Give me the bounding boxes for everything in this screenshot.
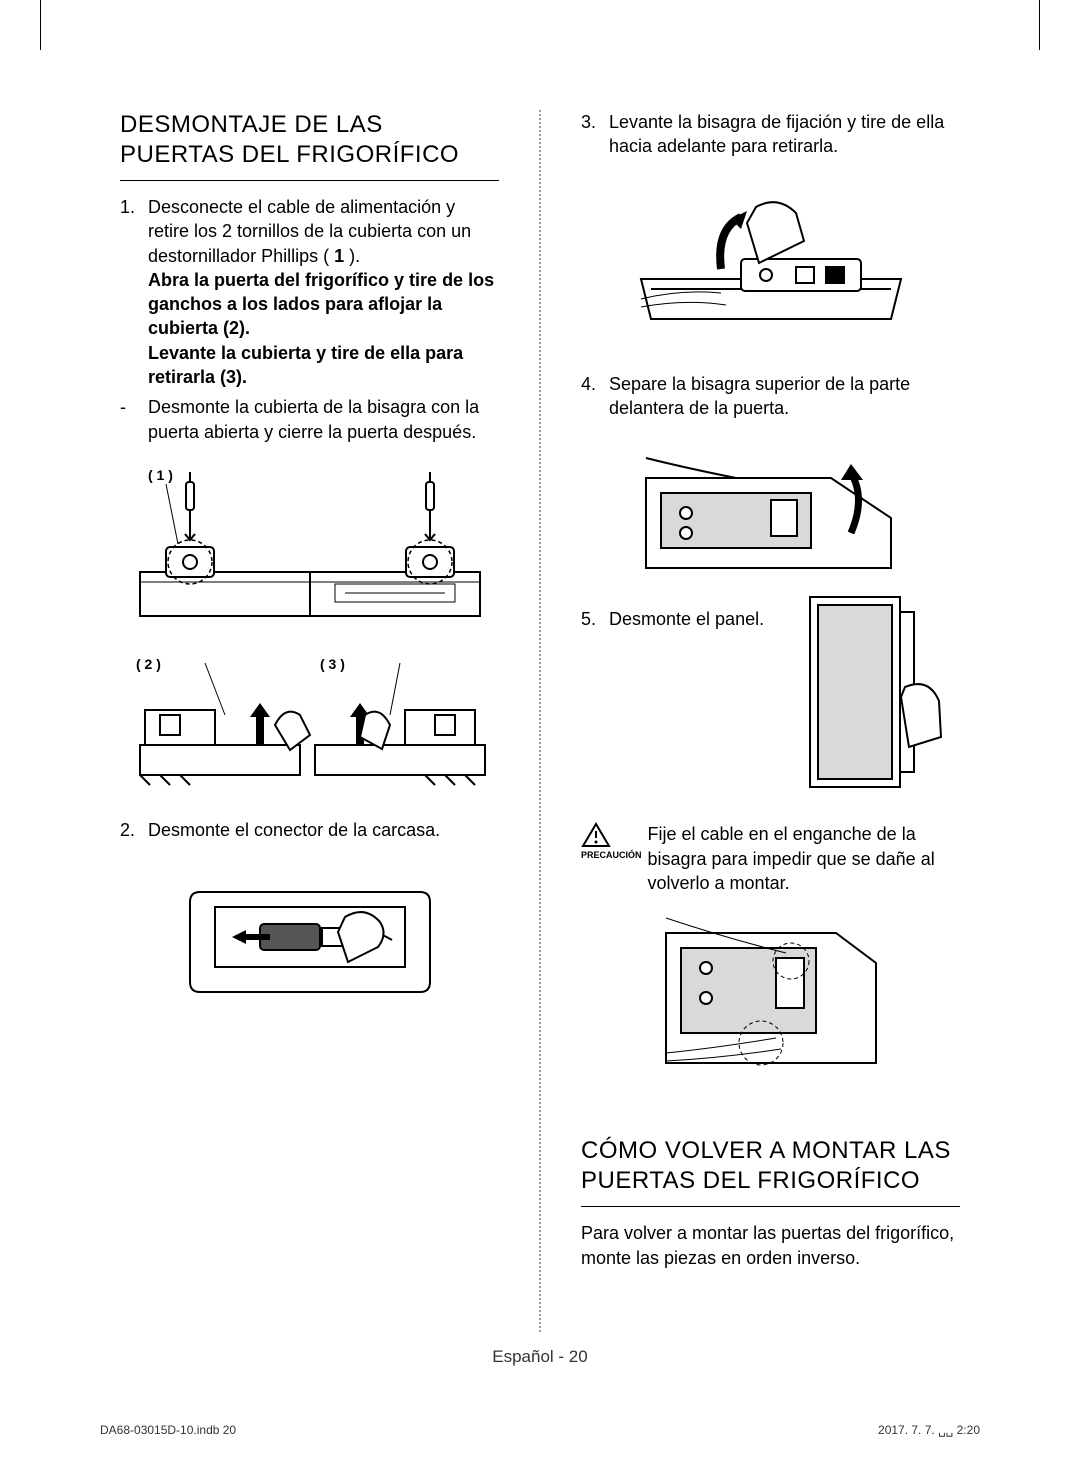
step-2-list: 2. Desmonte el conector de la carcasa.: [120, 818, 499, 842]
step-1-text-b: Abra la puerta del frigorífico y tire de…: [148, 270, 494, 339]
left-column: DESMONTAJE DE LAS PUERTAS DEL FRIGORÍFIC…: [120, 110, 499, 1332]
footer-right: 2017. 7. 7. ␣␣ 2:20: [878, 1423, 980, 1437]
step-1-text-a-end: ).: [344, 246, 360, 266]
step-3-text: Levante la bisagra de fijación y tire de…: [609, 112, 944, 156]
heading-rule: [120, 180, 499, 181]
figure-unclip-cover: ( 2 ) ( 3 ): [120, 655, 499, 800]
step-1-bold-1: 1: [334, 246, 344, 266]
heading-rule-right: [581, 1206, 960, 1207]
heading-left: DESMONTAJE DE LAS PUERTAS DEL FRIGORÍFIC…: [120, 110, 499, 170]
footer-center: Español - 20: [0, 1347, 1080, 1367]
step-1-dash: Desmonte la cubierta de la bisagra con l…: [120, 395, 499, 444]
step-1-text-a: Desconecte el cable de alimentación y re…: [148, 197, 471, 266]
step-2-text: Desmonte el conector de la carcasa.: [148, 820, 440, 840]
step-list-left: 1. Desconecte el cable de alimentación y…: [120, 195, 499, 389]
heading-right: CÓMO VOLVER A MONTAR LAS PUERTAS DEL FRI…: [581, 1136, 960, 1196]
step-1-text-c: Levante la cubierta y tire de ella para …: [148, 343, 463, 387]
step-num-3: 3.: [581, 110, 596, 134]
column-divider: [539, 110, 541, 1332]
right-column: 3. Levante la bisagra de fijación y tire…: [581, 110, 960, 1332]
caution-block: PRECAUCIÓN Fije el cable en el enganche …: [581, 822, 960, 895]
step-num-5: 5.: [581, 607, 596, 631]
figure-screws: ( 1 ): [120, 462, 499, 637]
crop-marks: [40, 0, 1040, 50]
caution-icon: PRECAUCIÓN: [581, 822, 642, 861]
figure-cable-hook: [581, 903, 960, 1088]
step-3: 3. Levante la bisagra de fijación y tire…: [581, 110, 960, 159]
step-num-2: 2.: [120, 818, 135, 842]
step-1: 1. Desconecte el cable de alimentación y…: [120, 195, 499, 389]
step-2: 2. Desmonte el conector de la carcasa.: [120, 818, 499, 842]
svg-text:( 2 ): ( 2 ): [136, 656, 161, 672]
step-4-list: 4. Separe la bisagra superior de la part…: [581, 372, 960, 421]
page-content: DESMONTAJE DE LAS PUERTAS DEL FRIGORÍFIC…: [120, 110, 960, 1332]
caution-label: PRECAUCIÓN: [581, 850, 642, 860]
footer-left: DA68-03015D-10.indb 20: [100, 1423, 236, 1437]
step-3-list: 3. Levante la bisagra de fijación y tire…: [581, 110, 960, 159]
reattach-text: Para volver a montar las puertas del fri…: [581, 1221, 960, 1270]
svg-text:( 1 ): ( 1 ): [148, 467, 173, 483]
caution-text: Fije el cable en el enganche de la bisag…: [648, 822, 960, 895]
step-5-list: 5. Desmonte el panel.: [581, 607, 960, 631]
step-5: 5. Desmonte el panel.: [581, 607, 960, 631]
figure-connector: [120, 872, 499, 1027]
figure-hinge-lift: [581, 189, 960, 344]
step-4-text: Separe la bisagra superior de la parte d…: [609, 374, 910, 418]
step-4: 4. Separe la bisagra superior de la part…: [581, 372, 960, 421]
step-num-4: 4.: [581, 372, 596, 396]
figure-hinge-separate: [581, 438, 960, 583]
step-num: 1.: [120, 195, 135, 219]
step-5-text: Desmonte el panel.: [609, 609, 764, 629]
svg-text:( 3 ): ( 3 ): [320, 656, 345, 672]
